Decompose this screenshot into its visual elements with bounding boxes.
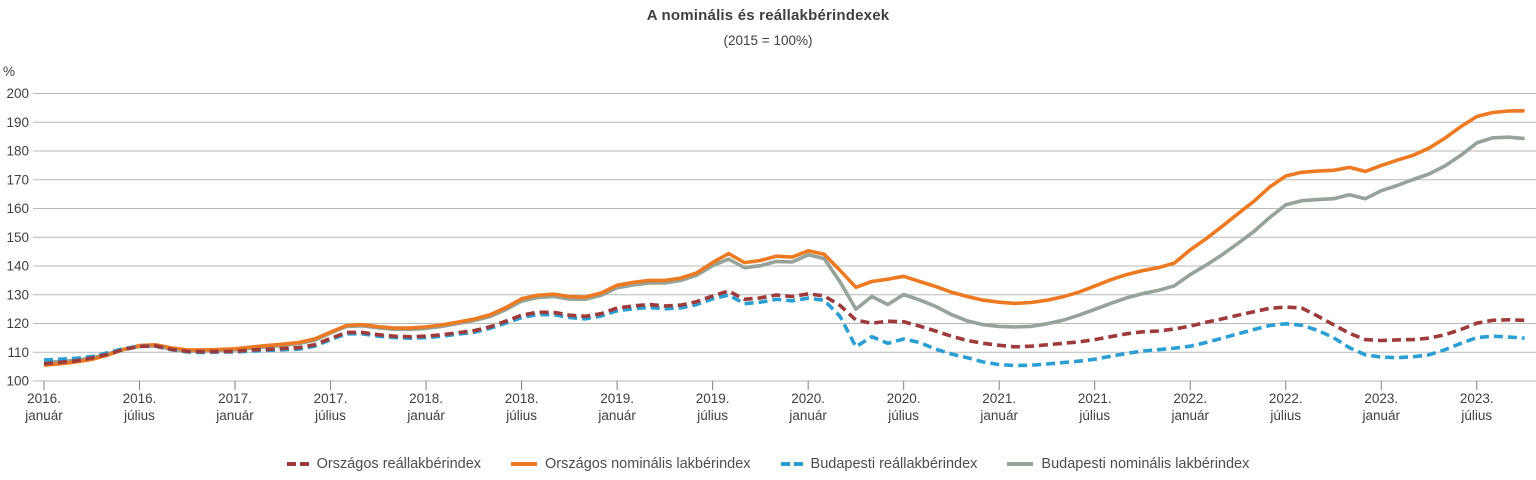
- x-tick-label-month-8: január: [788, 408, 827, 423]
- legend-marker-segment: [511, 462, 538, 466]
- x-tick-label-month-7: július: [696, 408, 728, 423]
- x-tick-label-month-2: január: [215, 408, 254, 423]
- y-tick-label-130: 130: [6, 287, 29, 302]
- y-tick-label-150: 150: [6, 230, 29, 245]
- x-tick-label-year-3: 2017.: [314, 391, 348, 406]
- x-tick-label-year-0: 2016.: [27, 391, 61, 406]
- legend-solid-line-icon: [511, 462, 538, 466]
- legend-label-3: Budapesti nominális lakbérindex: [1041, 456, 1250, 472]
- x-tick-label-year-12: 2022.: [1173, 391, 1207, 406]
- x-tick-label-year-2: 2017.: [218, 391, 252, 406]
- x-tick-label-year-6: 2019.: [600, 391, 634, 406]
- x-tick-label-month-15: július: [1460, 408, 1492, 423]
- y-tick-label-160: 160: [6, 201, 29, 216]
- x-tick-label-month-11: július: [1078, 408, 1110, 423]
- x-tick-label-month-4: január: [406, 408, 445, 423]
- legend-item-1: Országos nominális lakbérindex: [511, 456, 751, 472]
- x-tick-label-year-5: 2018.: [505, 391, 539, 406]
- legend-label-0: Országos reállakbérindex: [316, 456, 482, 472]
- legend-marker-segment: [780, 462, 790, 466]
- y-tick-label-120: 120: [6, 316, 29, 331]
- series-line-1: [43, 109, 1525, 367]
- x-tick-label-year-11: 2021.: [1078, 391, 1112, 406]
- y-tick-label-100: 100: [6, 374, 29, 389]
- legend-item-3: Budapesti nominális lakbérindex: [1007, 456, 1249, 472]
- legend-label-1: Országos nominális lakbérindex: [545, 456, 751, 472]
- y-tick-label-170: 170: [6, 172, 29, 187]
- series-line-0: [43, 289, 1525, 366]
- y-axis-unit: %: [3, 64, 15, 79]
- legend-label-2: Budapesti reállakbérindex: [810, 456, 978, 472]
- x-tick-label-month-6: január: [597, 408, 636, 423]
- legend-dashed-line-icon: [780, 462, 803, 466]
- y-tick-label-110: 110: [7, 345, 29, 360]
- y-tick-label-200: 200: [6, 86, 29, 101]
- x-tick-label-year-9: 2020.: [887, 391, 921, 406]
- x-tick-label-month-9: július: [887, 408, 919, 423]
- series-line-2: [43, 293, 1525, 368]
- x-tick-label-year-8: 2020.: [791, 391, 825, 406]
- legend-item-2: Budapesti reállakbérindex: [780, 456, 978, 472]
- y-tick-label-140: 140: [6, 259, 29, 274]
- x-tick-label-year-15: 2023.: [1460, 391, 1494, 406]
- chart-subtitle: (2015 = 100%): [723, 33, 813, 48]
- legend: Országos reállakbérindex Országos nominál…: [0, 456, 1536, 472]
- x-tick-label-month-0: január: [24, 408, 63, 423]
- x-tick-label-year-1: 2016.: [123, 391, 157, 406]
- x-tick-label-month-5: július: [505, 408, 537, 423]
- x-tick-label-month-12: január: [1170, 408, 1209, 423]
- legend-solid-line-icon: [1007, 462, 1034, 466]
- legend-item-0: Országos reállakbérindex: [286, 456, 482, 472]
- x-tick-label-year-10: 2021.: [982, 391, 1016, 406]
- x-tick-label-year-7: 2019.: [696, 391, 730, 406]
- legend-marker-segment: [286, 462, 296, 466]
- chart-title: A nominális és reállakbérindexek: [646, 7, 890, 24]
- legend-marker-segment: [793, 462, 803, 466]
- x-tick-label-month-13: július: [1269, 408, 1301, 423]
- x-tick-label-month-1: július: [123, 408, 155, 423]
- x-tick-label-month-14: január: [1362, 408, 1401, 423]
- legend-dashed-line-icon: [286, 462, 309, 466]
- legend-marker-segment: [1007, 462, 1034, 466]
- x-tick-label-year-13: 2022.: [1269, 391, 1303, 406]
- y-tick-label-180: 180: [6, 144, 29, 159]
- legend-marker-segment: [299, 462, 309, 466]
- x-tick-label-month-10: január: [979, 408, 1018, 423]
- y-tick-label-190: 190: [6, 115, 29, 130]
- x-tick-label-month-3: július: [314, 408, 346, 423]
- x-tick-label-year-14: 2023.: [1364, 391, 1398, 406]
- x-tick-label-year-4: 2018.: [409, 391, 443, 406]
